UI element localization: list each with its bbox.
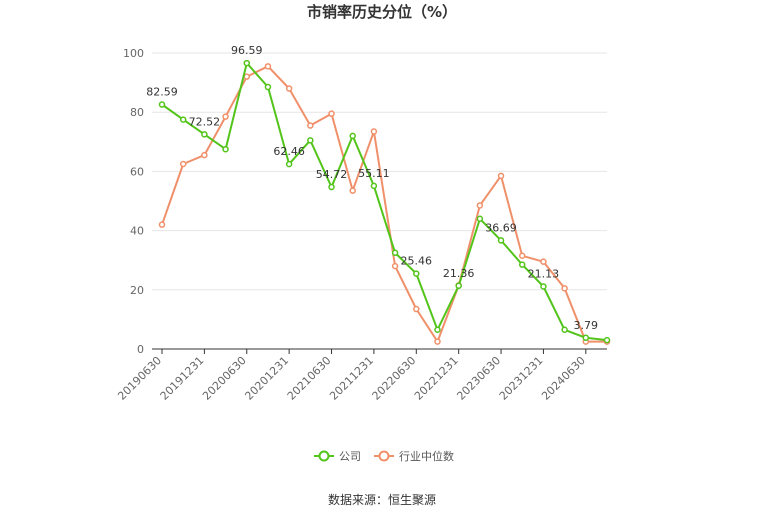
data-point bbox=[179, 116, 187, 123]
x-tick-label: 20240630 bbox=[539, 354, 588, 403]
data-point bbox=[561, 326, 568, 334]
x-tick-label: 20191231 bbox=[158, 354, 207, 403]
data-label: 82.59 bbox=[146, 86, 178, 99]
data-point bbox=[307, 137, 314, 144]
data-point bbox=[264, 63, 272, 70]
data-point bbox=[603, 336, 611, 344]
data-point bbox=[370, 182, 378, 190]
data-label: 25.46 bbox=[401, 255, 433, 268]
data-label: 54.72 bbox=[316, 168, 348, 181]
data-point bbox=[497, 237, 505, 244]
data-point bbox=[222, 113, 229, 120]
data-point bbox=[561, 285, 568, 292]
data-point bbox=[582, 334, 590, 342]
data-label: 55.11 bbox=[358, 167, 390, 180]
legend-item-industry[interactable]: 行业中位数 bbox=[374, 449, 454, 463]
legend-label: 公司 bbox=[339, 450, 361, 463]
data-point bbox=[455, 282, 462, 290]
data-label: 3.79 bbox=[574, 319, 599, 332]
x-tick-label: 20201231 bbox=[242, 354, 291, 403]
data-point bbox=[434, 338, 441, 345]
data-point bbox=[264, 83, 272, 91]
data-label: 62.46 bbox=[273, 145, 305, 158]
data-point bbox=[540, 258, 547, 265]
data-point bbox=[518, 252, 526, 260]
y-tick-label: 60 bbox=[130, 165, 144, 178]
legend-swatch-marker bbox=[318, 450, 330, 462]
x-tick-label: 20200630 bbox=[200, 354, 249, 403]
x-tick-label: 20230630 bbox=[454, 354, 503, 403]
series-line-industry bbox=[161, 65, 607, 343]
x-tick-label: 20210630 bbox=[285, 354, 334, 403]
y-tick-label: 40 bbox=[130, 225, 144, 238]
y-tick-label: 20 bbox=[130, 284, 144, 297]
x-tick-label: 20190630 bbox=[115, 354, 164, 403]
data-point bbox=[179, 160, 187, 168]
data-labels: 82.59 72.52 96.59 62.46 54.72 55.11 25.46 21.36… bbox=[146, 44, 598, 332]
data-point bbox=[370, 128, 378, 135]
data-point bbox=[201, 151, 208, 159]
data-point bbox=[476, 202, 484, 209]
x-tick-label: 20220630 bbox=[370, 354, 419, 403]
data-point bbox=[328, 110, 335, 117]
x-tick-label: 20211231 bbox=[327, 354, 376, 403]
data-point bbox=[285, 160, 293, 168]
legend-item-company[interactable]: 公司 bbox=[314, 450, 361, 463]
data-point bbox=[328, 183, 335, 191]
data-label: 21.36 bbox=[443, 267, 475, 280]
data-point bbox=[391, 249, 399, 257]
axes: 0 20 40 60 80 100 2019063020191231202006302020… bbox=[115, 47, 607, 403]
data-point bbox=[158, 101, 166, 108]
data-point bbox=[349, 187, 356, 194]
source-note: 数据来源：恒生聚源 bbox=[328, 492, 436, 507]
data-point bbox=[434, 326, 441, 334]
data-point bbox=[518, 261, 526, 268]
data-point bbox=[222, 145, 229, 153]
data-point bbox=[243, 59, 251, 67]
legend-label: 行业中位数 bbox=[399, 449, 454, 463]
series-line-company bbox=[161, 62, 608, 342]
data-label: 21.13 bbox=[528, 267, 560, 280]
data-label: 72.52 bbox=[189, 115, 221, 128]
series bbox=[158, 59, 611, 345]
data-point bbox=[201, 131, 208, 138]
data-label: 96.59 bbox=[231, 44, 263, 57]
legend-swatch-marker bbox=[378, 450, 390, 462]
data-point bbox=[307, 122, 314, 129]
data-point bbox=[158, 221, 166, 228]
x-tick-label: 20221231 bbox=[412, 354, 461, 403]
data-point bbox=[391, 262, 399, 270]
data-point bbox=[476, 215, 484, 223]
x-tick-label: 20231231 bbox=[497, 354, 546, 403]
data-label: 36.69 bbox=[485, 221, 517, 234]
data-point bbox=[413, 305, 420, 313]
legend[interactable]: 公司 行业中位数 bbox=[314, 449, 454, 463]
data-point bbox=[413, 270, 420, 277]
y-tick-label: 80 bbox=[130, 106, 144, 119]
y-tick-label: 0 bbox=[137, 343, 144, 356]
chart-title: 市销率历史分位（%） bbox=[307, 3, 457, 21]
data-point bbox=[349, 132, 356, 140]
data-point bbox=[243, 73, 251, 80]
data-point bbox=[540, 283, 547, 290]
data-point bbox=[285, 85, 293, 92]
data-point bbox=[497, 172, 505, 180]
y-tick-label: 100 bbox=[123, 47, 144, 60]
